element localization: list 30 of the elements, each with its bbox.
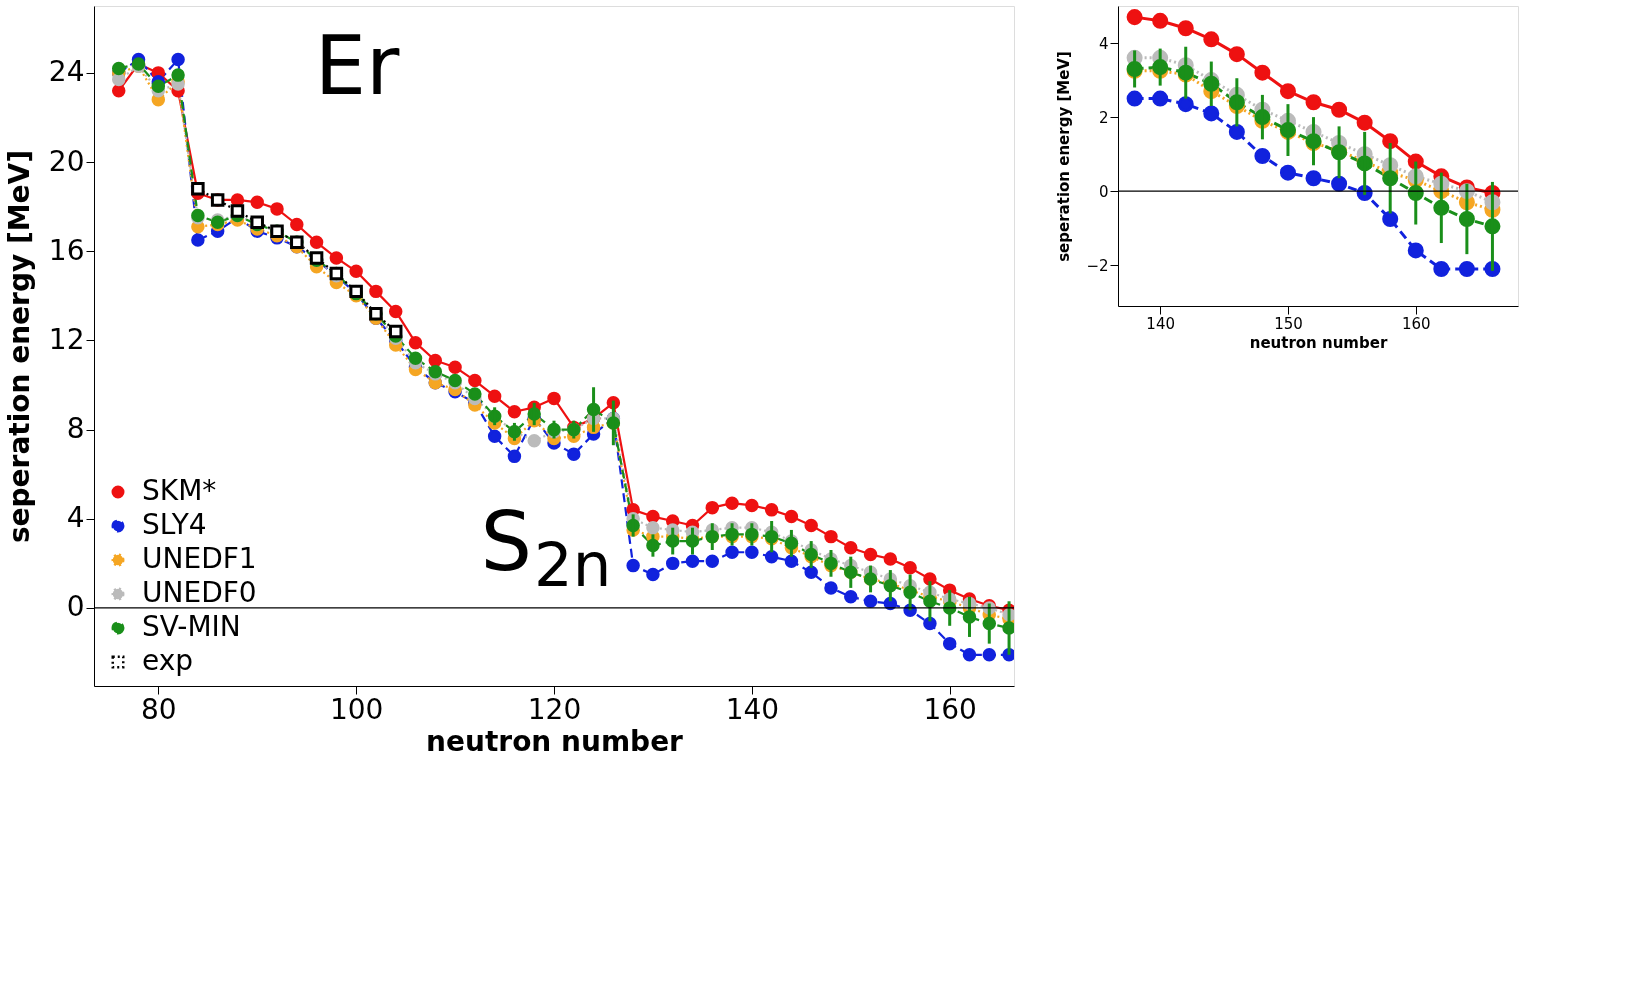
x-tick-label: 100 bbox=[329, 692, 384, 726]
y-axis-title: seperation energy [MeV] bbox=[2, 149, 36, 544]
y-tick-label: 2 bbox=[1098, 108, 1109, 127]
legend-label: SV-MIN bbox=[142, 610, 241, 643]
legend-label: exp bbox=[142, 644, 194, 677]
y-tick-label: 0 bbox=[66, 590, 85, 624]
y-tick-label: 8 bbox=[66, 412, 85, 446]
x-axis-title: neutron number bbox=[1249, 333, 1388, 352]
y-tick-label: 16 bbox=[48, 233, 85, 267]
y-tick-label: −2 bbox=[1086, 256, 1109, 275]
y-tick-label: 24 bbox=[48, 55, 85, 89]
y-tick-label: 4 bbox=[66, 501, 85, 535]
annotation: Er bbox=[314, 19, 401, 114]
x-tick-label: 120 bbox=[527, 692, 582, 726]
x-tick-label: 140 bbox=[725, 692, 780, 726]
legend-label: UNEDF1 bbox=[142, 542, 257, 575]
x-axis-title: neutron number bbox=[426, 724, 684, 758]
x-tick-label: 150 bbox=[1274, 314, 1303, 333]
legend-label: UNEDF0 bbox=[142, 576, 257, 609]
y-tick-label: 0 bbox=[1098, 182, 1109, 201]
x-tick-label: 160 bbox=[923, 692, 977, 726]
x-tick-label: 160 bbox=[1401, 314, 1431, 333]
legend-label: SLY4 bbox=[142, 508, 207, 541]
y-axis-title: seperation energy [MeV] bbox=[1055, 51, 1074, 262]
x-tick-label: 140 bbox=[1146, 314, 1175, 333]
x-tick-label: 80 bbox=[140, 692, 177, 726]
y-tick-label: 4 bbox=[1098, 34, 1109, 53]
y-tick-label: 20 bbox=[48, 144, 85, 178]
legend-label: SKM* bbox=[142, 474, 217, 507]
y-tick-label: 12 bbox=[48, 322, 85, 356]
